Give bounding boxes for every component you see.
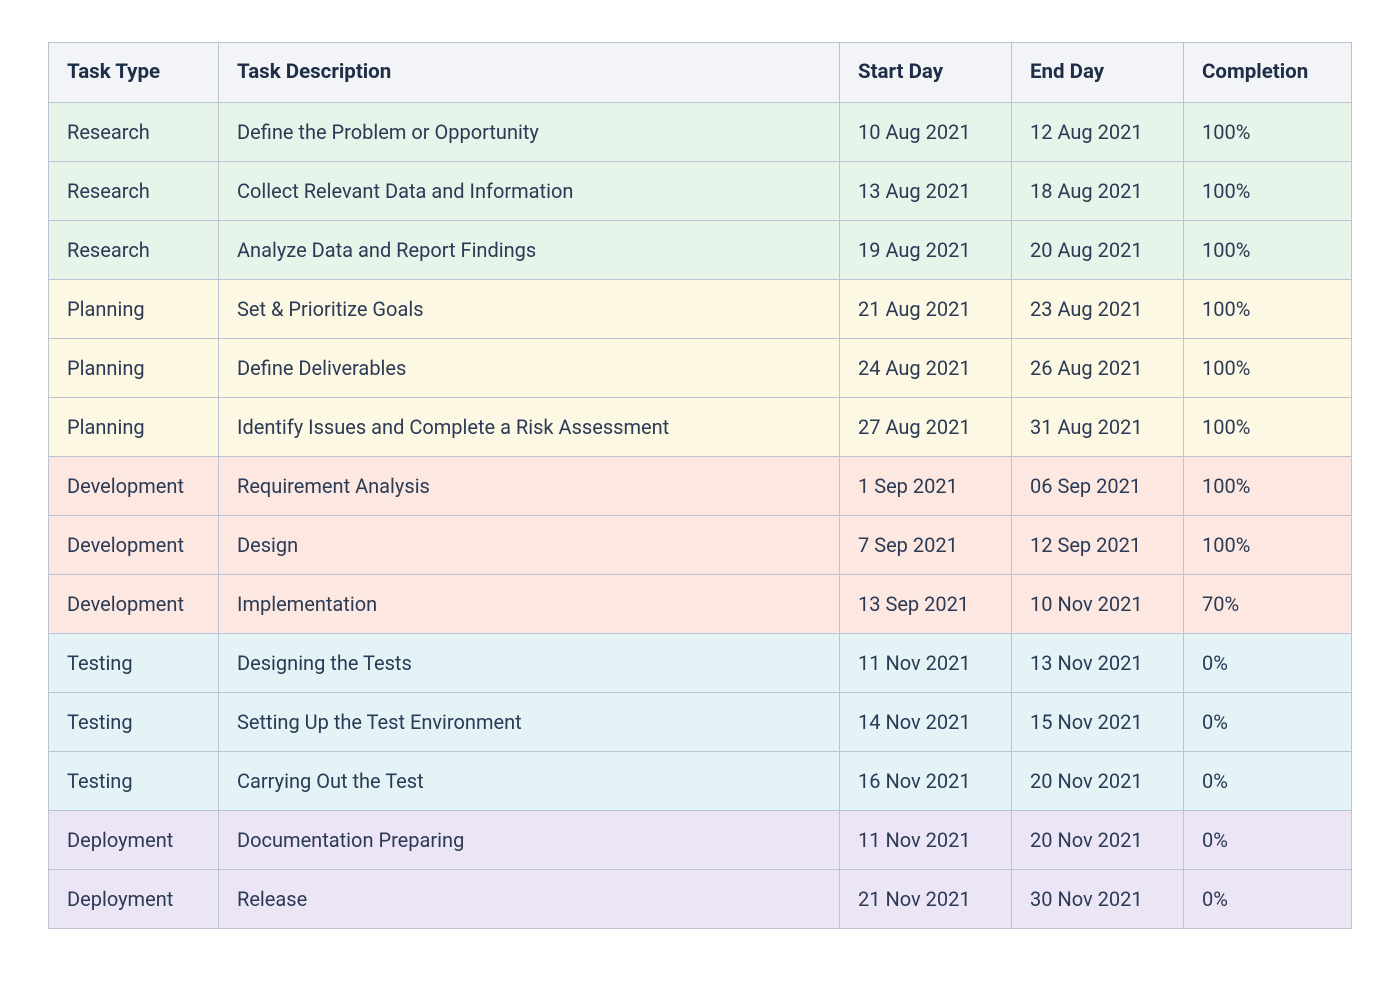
cell-start: 19 Aug 2021	[840, 220, 1012, 279]
cell-end: 23 Aug 2021	[1012, 279, 1184, 338]
table-row: DeploymentRelease21 Nov 202130 Nov 20210…	[49, 869, 1352, 928]
table-row: TestingCarrying Out the Test16 Nov 20212…	[49, 751, 1352, 810]
cell-end: 26 Aug 2021	[1012, 338, 1184, 397]
cell-type: Planning	[49, 397, 219, 456]
table-header-row: Task Type Task Description Start Day End…	[49, 43, 1352, 103]
table-body: ResearchDefine the Problem or Opportunit…	[49, 102, 1352, 928]
cell-type: Deployment	[49, 869, 219, 928]
cell-completion: 70%	[1184, 574, 1352, 633]
cell-type: Research	[49, 161, 219, 220]
cell-description: Define the Problem or Opportunity	[219, 102, 840, 161]
cell-type: Testing	[49, 751, 219, 810]
cell-type: Testing	[49, 633, 219, 692]
cell-start: 24 Aug 2021	[840, 338, 1012, 397]
cell-description: Identify Issues and Complete a Risk Asse…	[219, 397, 840, 456]
cell-completion: 100%	[1184, 102, 1352, 161]
cell-end: 20 Aug 2021	[1012, 220, 1184, 279]
col-header-type: Task Type	[49, 43, 219, 103]
cell-description: Release	[219, 869, 840, 928]
col-header-end: End Day	[1012, 43, 1184, 103]
cell-start: 13 Aug 2021	[840, 161, 1012, 220]
cell-description: Collect Relevant Data and Information	[219, 161, 840, 220]
cell-type: Research	[49, 220, 219, 279]
table-row: PlanningIdentify Issues and Complete a R…	[49, 397, 1352, 456]
cell-start: 7 Sep 2021	[840, 515, 1012, 574]
cell-description: Designing the Tests	[219, 633, 840, 692]
cell-description: Design	[219, 515, 840, 574]
cell-completion: 100%	[1184, 161, 1352, 220]
cell-description: Setting Up the Test Environment	[219, 692, 840, 751]
cell-end: 18 Aug 2021	[1012, 161, 1184, 220]
cell-end: 06 Sep 2021	[1012, 456, 1184, 515]
cell-end: 13 Nov 2021	[1012, 633, 1184, 692]
cell-start: 1 Sep 2021	[840, 456, 1012, 515]
table-row: DevelopmentDesign7 Sep 202112 Sep 202110…	[49, 515, 1352, 574]
cell-start: 11 Nov 2021	[840, 810, 1012, 869]
cell-completion: 100%	[1184, 279, 1352, 338]
table-row: PlanningDefine Deliverables24 Aug 202126…	[49, 338, 1352, 397]
cell-completion: 100%	[1184, 220, 1352, 279]
cell-end: 15 Nov 2021	[1012, 692, 1184, 751]
cell-type: Planning	[49, 338, 219, 397]
cell-completion: 100%	[1184, 397, 1352, 456]
cell-end: 12 Sep 2021	[1012, 515, 1184, 574]
cell-completion: 0%	[1184, 869, 1352, 928]
cell-start: 14 Nov 2021	[840, 692, 1012, 751]
cell-start: 13 Sep 2021	[840, 574, 1012, 633]
cell-type: Development	[49, 515, 219, 574]
col-header-completion: Completion	[1184, 43, 1352, 103]
cell-start: 21 Nov 2021	[840, 869, 1012, 928]
table-row: DeploymentDocumentation Preparing11 Nov …	[49, 810, 1352, 869]
cell-start: 27 Aug 2021	[840, 397, 1012, 456]
cell-completion: 100%	[1184, 456, 1352, 515]
cell-start: 16 Nov 2021	[840, 751, 1012, 810]
cell-end: 20 Nov 2021	[1012, 810, 1184, 869]
cell-description: Requirement Analysis	[219, 456, 840, 515]
cell-end: 20 Nov 2021	[1012, 751, 1184, 810]
cell-description: Analyze Data and Report Findings	[219, 220, 840, 279]
cell-type: Planning	[49, 279, 219, 338]
cell-end: 10 Nov 2021	[1012, 574, 1184, 633]
cell-completion: 0%	[1184, 692, 1352, 751]
cell-description: Carrying Out the Test	[219, 751, 840, 810]
cell-description: Define Deliverables	[219, 338, 840, 397]
cell-end: 30 Nov 2021	[1012, 869, 1184, 928]
cell-description: Set & Prioritize Goals	[219, 279, 840, 338]
col-header-description: Task Description	[219, 43, 840, 103]
cell-start: 10 Aug 2021	[840, 102, 1012, 161]
cell-completion: 100%	[1184, 515, 1352, 574]
cell-completion: 100%	[1184, 338, 1352, 397]
cell-end: 12 Aug 2021	[1012, 102, 1184, 161]
table-row: ResearchDefine the Problem or Opportunit…	[49, 102, 1352, 161]
table-row: ResearchCollect Relevant Data and Inform…	[49, 161, 1352, 220]
cell-description: Implementation	[219, 574, 840, 633]
col-header-start: Start Day	[840, 43, 1012, 103]
cell-type: Deployment	[49, 810, 219, 869]
cell-start: 21 Aug 2021	[840, 279, 1012, 338]
cell-completion: 0%	[1184, 751, 1352, 810]
cell-type: Testing	[49, 692, 219, 751]
table-row: TestingDesigning the Tests11 Nov 202113 …	[49, 633, 1352, 692]
table-row: PlanningSet & Prioritize Goals21 Aug 202…	[49, 279, 1352, 338]
cell-type: Development	[49, 456, 219, 515]
cell-type: Development	[49, 574, 219, 633]
cell-start: 11 Nov 2021	[840, 633, 1012, 692]
table-header: Task Type Task Description Start Day End…	[49, 43, 1352, 103]
table-row: TestingSetting Up the Test Environment14…	[49, 692, 1352, 751]
cell-completion: 0%	[1184, 633, 1352, 692]
table-card: Task Type Task Description Start Day End…	[26, 20, 1374, 955]
cell-type: Research	[49, 102, 219, 161]
task-table: Task Type Task Description Start Day End…	[48, 42, 1352, 929]
cell-completion: 0%	[1184, 810, 1352, 869]
cell-description: Documentation Preparing	[219, 810, 840, 869]
table-row: ResearchAnalyze Data and Report Findings…	[49, 220, 1352, 279]
cell-end: 31 Aug 2021	[1012, 397, 1184, 456]
table-row: DevelopmentImplementation13 Sep 202110 N…	[49, 574, 1352, 633]
table-row: DevelopmentRequirement Analysis1 Sep 202…	[49, 456, 1352, 515]
